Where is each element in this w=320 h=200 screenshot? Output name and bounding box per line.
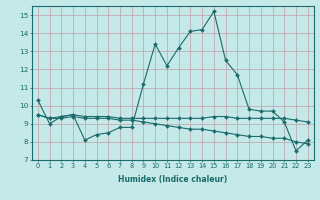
X-axis label: Humidex (Indice chaleur): Humidex (Indice chaleur)	[118, 175, 228, 184]
